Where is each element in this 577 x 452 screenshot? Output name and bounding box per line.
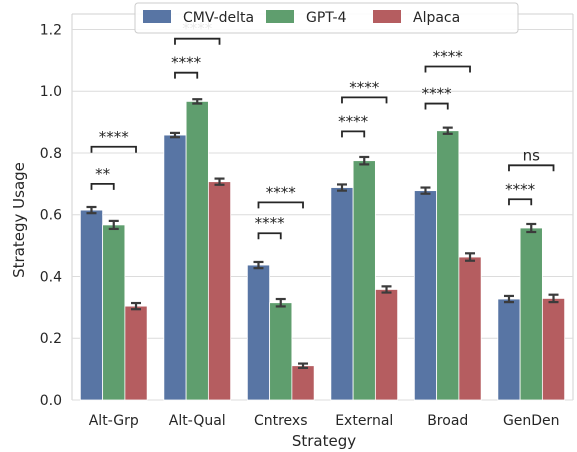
y-tick-label: 0.6 [40, 208, 62, 224]
significance-label: **** [99, 128, 130, 146]
bar [458, 256, 482, 401]
significance-label: ** [95, 165, 111, 183]
bar [185, 100, 209, 401]
x-tick-label: Cntrexs [254, 413, 308, 429]
x-axis-label: Strategy [292, 432, 356, 450]
significance-bracket [257, 201, 304, 209]
bar [102, 224, 126, 401]
y-tick-label: 0.0 [40, 393, 62, 409]
y-tick-label: 0.2 [40, 331, 62, 347]
legend-frame [134, 2, 519, 34]
significance-bracket [257, 232, 282, 240]
y-tick-label: 1.0 [40, 84, 62, 100]
x-axis-ticks: Alt-Grp Alt-Qual Cntrexs External Broad GenDe… [89, 413, 560, 429]
bar [541, 298, 566, 401]
bar [413, 190, 438, 401]
bar [330, 187, 354, 401]
bar [352, 160, 376, 401]
legend-label: Alpaca [413, 10, 460, 26]
bar [291, 365, 315, 401]
significance-bracket [341, 96, 388, 104]
significance-bracket [174, 71, 199, 79]
significance-label: **** [255, 214, 286, 232]
bar [207, 181, 232, 401]
significance-bracket [424, 102, 449, 110]
legend: CMV-delta GPT-4 Alpaca [134, 2, 519, 34]
y-axis-ticks: 0.0 0.2 0.4 0.6 0.8 1.0 1.2 [40, 22, 62, 409]
x-tick-label: External [335, 413, 393, 429]
x-tick-label: GenDen [503, 413, 560, 429]
legend-label: GPT-4 [306, 10, 347, 26]
legend-swatch [373, 10, 401, 23]
x-tick-label: Alt-Qual [169, 413, 226, 429]
significance-label: **** [349, 78, 380, 96]
x-tick-label: Alt-Grp [89, 413, 139, 429]
y-tick-label: 0.8 [40, 146, 62, 162]
significance-annotations: ****************************************… [90, 20, 555, 240]
bar [519, 227, 543, 401]
bar [79, 209, 104, 401]
significance-label: **** [505, 180, 536, 198]
significance-bracket [508, 198, 533, 206]
significance-bracket [90, 182, 115, 190]
significance-bracket [174, 37, 221, 45]
significance-bracket [341, 130, 366, 138]
significance-bracket [424, 65, 471, 73]
significance-label: **** [171, 54, 202, 72]
bar [163, 134, 187, 401]
y-axis-label: Strategy Usage [10, 162, 28, 278]
legend-swatch [143, 10, 171, 23]
bar [124, 305, 148, 401]
significance-label: ns [523, 146, 541, 164]
error-bars [86, 98, 559, 369]
legend-swatch [266, 10, 294, 23]
significance-label: **** [266, 183, 297, 201]
bars [79, 100, 566, 401]
x-tick-label: Broad [427, 413, 468, 429]
bar [374, 289, 399, 401]
bar [436, 130, 460, 401]
bar [497, 298, 521, 401]
significance-label: **** [433, 47, 464, 65]
legend-label: CMV-delta [183, 10, 254, 26]
bar [269, 302, 293, 401]
y-tick-label: 0.4 [40, 269, 62, 285]
significance-label: **** [338, 112, 369, 130]
significance-bracket [90, 145, 137, 153]
significance-bracket [508, 164, 555, 172]
y-tick-label: 1.2 [40, 22, 62, 38]
bar [246, 264, 271, 401]
significance-label: **** [422, 85, 453, 103]
